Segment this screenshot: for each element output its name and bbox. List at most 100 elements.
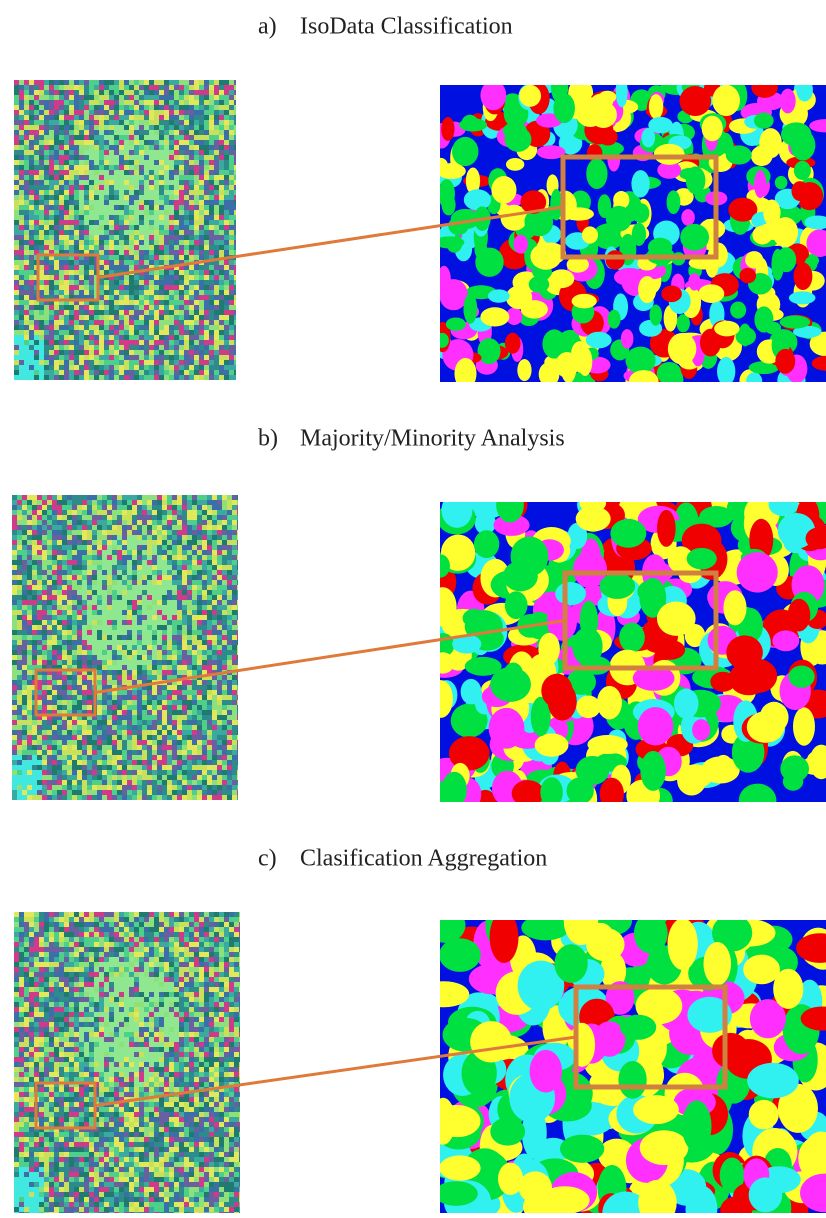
pixel [54, 220, 59, 225]
pixel [54, 165, 59, 170]
pixel [119, 330, 124, 335]
pixel [54, 180, 59, 185]
pixel [119, 195, 124, 200]
pixel [209, 245, 214, 250]
pixel [129, 110, 134, 115]
pixel [174, 370, 179, 375]
pixel [89, 315, 94, 320]
detail-image [432, 71, 826, 396]
pixel [74, 220, 79, 225]
pixel [47, 555, 52, 560]
pixel [77, 550, 82, 555]
pixel [102, 675, 107, 680]
pixel [229, 105, 234, 110]
pixel [129, 125, 134, 130]
pixel [234, 210, 239, 215]
pixel [199, 275, 204, 280]
pixel [124, 200, 129, 205]
pixel [119, 340, 124, 345]
pixel [207, 615, 212, 620]
pixel [42, 580, 47, 585]
pixel [104, 225, 109, 230]
pixel [237, 685, 242, 690]
pixel [169, 185, 174, 190]
pixel [152, 520, 157, 525]
pixel [112, 640, 117, 645]
pixel [74, 80, 79, 85]
pixel [209, 285, 214, 290]
pixel [49, 290, 54, 295]
pixel [194, 355, 199, 360]
pixel [194, 315, 199, 320]
pixel [104, 370, 109, 375]
pixel [79, 330, 84, 335]
pixel [212, 520, 217, 525]
pixel [137, 540, 142, 545]
pixel [187, 680, 192, 685]
pixel [62, 525, 67, 530]
pixel [44, 165, 49, 170]
pixel [189, 180, 194, 185]
class-blob [564, 207, 594, 220]
pixel [24, 80, 29, 85]
pixel [129, 265, 134, 270]
pixel [69, 320, 74, 325]
pixel [109, 230, 114, 235]
pixel [134, 245, 139, 250]
pixel [219, 295, 224, 300]
pixel [42, 605, 47, 610]
pixel [189, 275, 194, 280]
pixel [207, 610, 212, 615]
pixel [14, 100, 19, 105]
pixel [137, 580, 142, 585]
pixel [149, 310, 154, 315]
pixel [64, 110, 69, 115]
pixel [57, 625, 62, 630]
pixel [214, 130, 219, 135]
pixel [14, 160, 19, 165]
pixel [44, 120, 49, 125]
pixel [19, 195, 24, 200]
pixel [237, 530, 242, 535]
pixel [194, 130, 199, 135]
pixel [22, 500, 27, 505]
pixel [187, 620, 192, 625]
pixel [102, 600, 107, 605]
pixel [184, 195, 189, 200]
pixel [237, 505, 242, 510]
pixel [99, 225, 104, 230]
pixel [42, 545, 47, 550]
pixel [19, 350, 24, 355]
pixel [34, 350, 39, 355]
pixel [22, 605, 27, 610]
pixel [62, 690, 67, 695]
pixel [154, 85, 159, 90]
pixel [237, 680, 242, 685]
pixel [14, 150, 19, 155]
pixel [199, 340, 204, 345]
pixel [99, 145, 104, 150]
pixel [134, 305, 139, 310]
pixel [77, 655, 82, 660]
pixel [219, 350, 224, 355]
pixel [144, 180, 149, 185]
pixel [134, 200, 139, 205]
pixel [139, 320, 144, 325]
pixel [102, 585, 107, 590]
pixel [169, 235, 174, 240]
pixel [199, 245, 204, 250]
pixel [187, 555, 192, 560]
pixel [202, 600, 207, 605]
pixel [234, 240, 239, 245]
pixel [147, 590, 152, 595]
pixel [154, 95, 159, 100]
pixel [167, 585, 172, 590]
pixel [204, 220, 209, 225]
pixel [232, 660, 237, 665]
pixel [42, 685, 47, 690]
pixel [109, 305, 114, 310]
pixel [39, 225, 44, 230]
pixel [197, 540, 202, 545]
pixel [119, 315, 124, 320]
pixel [32, 635, 37, 640]
